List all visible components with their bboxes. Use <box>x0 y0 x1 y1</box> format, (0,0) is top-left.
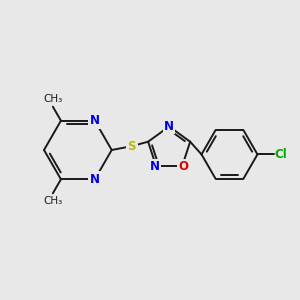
Text: O: O <box>178 160 188 173</box>
Text: N: N <box>150 160 160 173</box>
Text: N: N <box>90 114 100 127</box>
Text: CH₃: CH₃ <box>43 196 62 206</box>
Text: N: N <box>90 173 100 186</box>
Text: CH₃: CH₃ <box>43 94 62 104</box>
Text: N: N <box>164 120 174 133</box>
Text: Cl: Cl <box>274 148 287 161</box>
Text: S: S <box>128 140 136 153</box>
